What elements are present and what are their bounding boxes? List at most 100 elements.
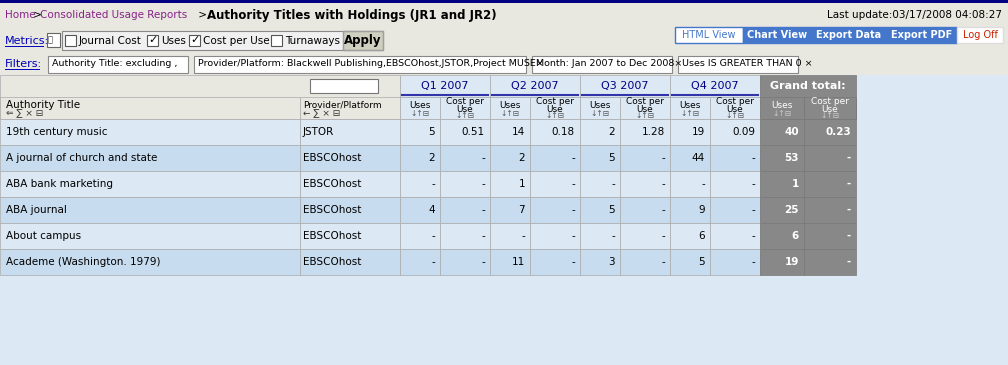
Text: 25: 25	[784, 205, 799, 215]
Text: -: -	[481, 179, 485, 189]
Text: 5: 5	[609, 153, 615, 163]
Bar	[532, 56, 671, 73]
Text: 1: 1	[791, 179, 799, 189]
Text: -: -	[481, 257, 485, 267]
Bar	[300, 145, 400, 171]
Text: Chart View: Chart View	[747, 30, 807, 40]
Text: 53: 53	[784, 153, 799, 163]
Bar	[580, 145, 620, 171]
Text: 44: 44	[691, 153, 705, 163]
Bar	[0, 75, 400, 119]
Bar	[194, 56, 526, 73]
Bar	[490, 197, 530, 223]
Text: Use: Use	[822, 104, 839, 114]
Bar	[620, 119, 670, 145]
Bar	[0, 3, 1008, 28]
Bar	[300, 223, 400, 249]
Text: Use: Use	[637, 104, 653, 114]
Text: Home: Home	[5, 11, 35, 20]
Text: -: -	[847, 231, 851, 241]
Text: -: -	[661, 205, 665, 215]
Text: Use: Use	[546, 104, 563, 114]
Text: EBSCOhost: EBSCOhost	[303, 205, 362, 215]
Bar	[310, 79, 378, 93]
Text: -: -	[702, 179, 705, 189]
Text: -: -	[572, 231, 575, 241]
Bar	[300, 249, 400, 275]
Bar	[530, 249, 580, 275]
Bar	[620, 223, 670, 249]
Bar	[710, 223, 760, 249]
Bar	[580, 119, 620, 145]
Bar	[190, 35, 200, 46]
Bar	[670, 223, 710, 249]
Text: A journal of church and state: A journal of church and state	[6, 153, 157, 163]
Bar	[400, 223, 440, 249]
Text: ✓: ✓	[148, 35, 157, 46]
Text: 6: 6	[699, 231, 705, 241]
Bar	[530, 97, 580, 119]
Text: 🔍: 🔍	[48, 35, 53, 45]
Text: 0.18: 0.18	[551, 127, 575, 137]
Bar	[760, 171, 804, 197]
Text: 7: 7	[518, 205, 525, 215]
Text: Use: Use	[727, 104, 743, 114]
Bar	[710, 97, 760, 119]
Bar	[0, 249, 300, 275]
Bar	[710, 119, 760, 145]
Text: -: -	[847, 257, 851, 267]
Bar	[710, 145, 760, 171]
Text: -: -	[572, 179, 575, 189]
Text: ⇐ ∑ × ⊟: ⇐ ∑ × ⊟	[6, 110, 43, 119]
Text: EBSCOhost: EBSCOhost	[303, 179, 362, 189]
Text: ABA journal: ABA journal	[6, 205, 67, 215]
Text: Use: Use	[457, 104, 474, 114]
Text: -: -	[572, 153, 575, 163]
Text: Grand total:: Grand total:	[770, 81, 846, 91]
Bar	[710, 197, 760, 223]
Bar	[670, 119, 710, 145]
Bar	[440, 97, 490, 119]
Bar	[670, 249, 710, 275]
Bar	[530, 145, 580, 171]
Text: -: -	[572, 257, 575, 267]
Text: -: -	[751, 257, 755, 267]
Text: 19: 19	[784, 257, 799, 267]
Bar	[670, 145, 710, 171]
Text: Uses: Uses	[409, 100, 430, 110]
Text: EBSCOhost: EBSCOhost	[303, 231, 362, 241]
Text: Journal Cost: Journal Cost	[79, 35, 142, 46]
Bar	[804, 249, 856, 275]
Text: ↓↑⊟: ↓↑⊟	[772, 110, 791, 119]
Bar	[440, 119, 490, 145]
Bar	[677, 56, 798, 73]
Bar	[490, 249, 530, 275]
Bar	[620, 97, 670, 119]
Text: Authority Title: Authority Title	[6, 100, 80, 110]
Bar	[670, 97, 710, 119]
Text: Apply: Apply	[345, 34, 382, 47]
Bar	[760, 119, 804, 145]
Text: 19: 19	[691, 127, 705, 137]
Bar	[47, 33, 60, 47]
Text: 0.23: 0.23	[826, 127, 851, 137]
Bar	[804, 171, 856, 197]
Bar	[804, 223, 856, 249]
Text: Consolidated Usage Reports: Consolidated Usage Reports	[40, 11, 187, 20]
Bar	[343, 31, 383, 50]
Text: -: -	[847, 153, 851, 163]
Bar	[490, 75, 580, 97]
Bar	[760, 145, 804, 171]
Bar	[804, 119, 856, 145]
Bar	[760, 197, 804, 223]
Text: ↓↑⊟: ↓↑⊟	[726, 111, 745, 120]
Bar	[0, 171, 300, 197]
Text: Last update:03/17/2008 04:08:27: Last update:03/17/2008 04:08:27	[827, 11, 1002, 20]
Text: Export Data: Export Data	[816, 30, 882, 40]
Text: Authority Titles with Holdings (JR1 and JR2): Authority Titles with Holdings (JR1 and …	[207, 9, 497, 22]
Text: Uses: Uses	[499, 100, 521, 110]
Text: -: -	[661, 257, 665, 267]
Bar	[0, 145, 300, 171]
Text: 2: 2	[428, 153, 435, 163]
Text: Q3 2007: Q3 2007	[601, 81, 649, 91]
